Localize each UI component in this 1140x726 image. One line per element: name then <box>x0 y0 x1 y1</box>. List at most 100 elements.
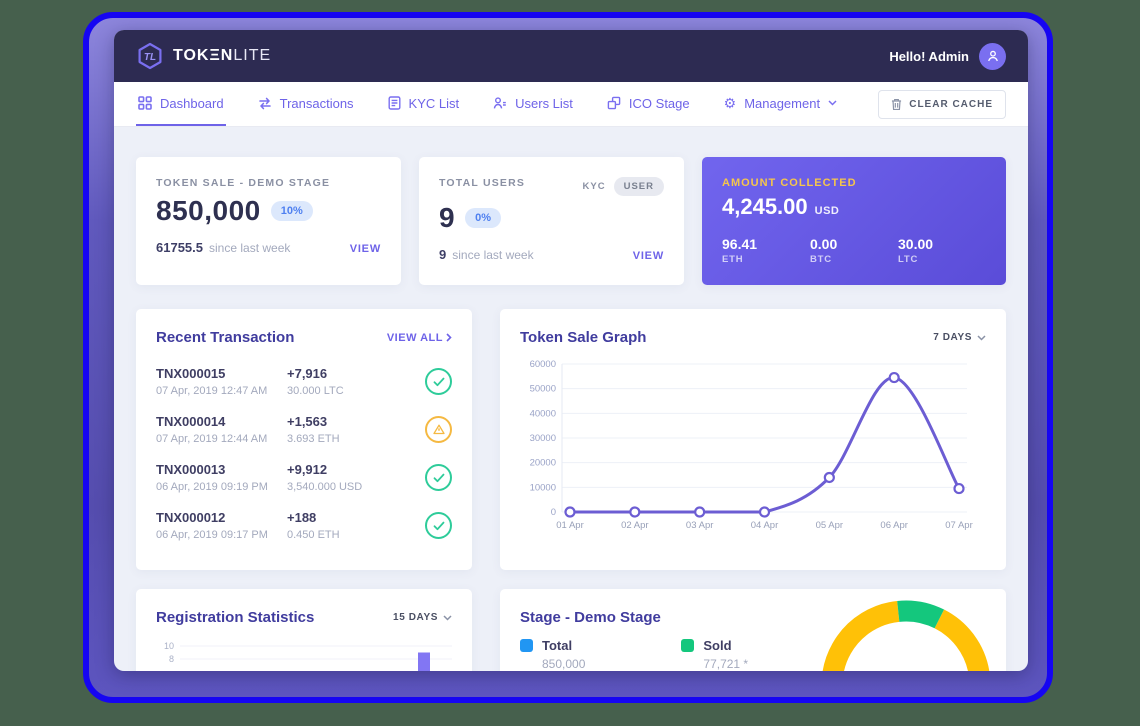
svg-text:03 Apr: 03 Apr <box>686 520 713 531</box>
nav-item-label: Management <box>744 95 821 111</box>
stage-card: Stage - Demo Stage Total 850,000 <box>500 589 1006 671</box>
nav-item-dashboard[interactable]: Dashboard <box>136 82 226 126</box>
grid-icon <box>138 96 152 110</box>
clear-cache-label: CLEAR CACHE <box>909 98 993 110</box>
transaction-date: 06 Apr, 2019 09:17 PM <box>156 529 268 541</box>
token-sale-delta-label: since last week <box>209 241 291 255</box>
svg-text:8: 8 <box>169 654 174 664</box>
registration-statistics-title: Registration Statistics <box>156 609 315 626</box>
collected-unit: BTC <box>810 254 832 265</box>
amount-collected-card: AMOUNT COLLECTED 4,245.00 USD 96.41 ETH 0.… <box>702 157 1006 285</box>
transaction-amount: +188 <box>287 510 317 525</box>
warning-icon <box>425 416 452 443</box>
svg-text:50000: 50000 <box>530 384 556 395</box>
transaction-id: TNX000012 <box>156 510 226 525</box>
collected-value: 96.41 <box>722 236 758 252</box>
device-frame: TL TOKΞNLITE Hello! Admin Dashboard Trans… <box>83 12 1053 703</box>
amount-collected-currency: USD <box>814 205 840 217</box>
svg-text:05 Apr: 05 Apr <box>816 520 843 531</box>
swap-icon <box>258 97 272 110</box>
svg-text:60000: 60000 <box>530 359 556 370</box>
token-sale-view-link[interactable]: VIEW <box>349 243 381 255</box>
amount-collected-value: 4,245.00 <box>722 194 808 219</box>
registration-bar-chart: 10 8 <box>156 638 452 671</box>
registration-statistics-card: Registration Statistics 15 DAYS 10 8 <box>136 589 472 671</box>
transaction-date: 07 Apr, 2019 12:44 AM <box>156 433 268 445</box>
kyc-user-toggle: KYC USER <box>583 177 664 196</box>
transaction-amount: +9,912 <box>287 462 328 477</box>
collected-ltc: 30.00 LTC <box>898 236 986 265</box>
total-users-card: TOTAL USERS KYC USER 9 0% 9 since last w… <box>419 157 684 285</box>
transaction-row[interactable]: TNX000014 07 Apr, 2019 12:44 AM +1,563 3.69… <box>156 406 452 454</box>
nav-item-users-list[interactable]: Users List <box>491 82 575 126</box>
token-sale-badge: 10% <box>270 201 313 221</box>
dashboard-page: TOKEN SALE - DEMO STAGE 850,000 10% 6175… <box>114 127 1028 671</box>
token-sale-graph-title: Token Sale Graph <box>520 329 647 346</box>
sale-graph-range-label: 7 DAYS <box>933 332 972 343</box>
recent-transactions-title: Recent Transaction <box>156 329 295 346</box>
legend-item-total: Total 850,000 <box>520 638 585 671</box>
success-check-icon <box>425 512 452 539</box>
user-avatar[interactable] <box>979 42 1006 70</box>
token-sale-label: TOKEN SALE - DEMO STAGE <box>156 177 331 189</box>
nav-item-label: Users List <box>515 95 573 111</box>
transaction-date: 07 Apr, 2019 12:47 AM <box>156 385 268 397</box>
total-label: Total <box>542 638 573 653</box>
registration-range-label: 15 DAYS <box>393 612 438 623</box>
transaction-row[interactable]: TNX000015 07 Apr, 2019 12:47 AM +7,916 30.0… <box>156 358 452 406</box>
clear-cache-button[interactable]: CLEAR CACHE <box>878 89 1006 119</box>
main-nav: Dashboard Transactions KYC List Users List I… <box>114 82 1028 127</box>
transaction-amount: +1,563 <box>287 414 328 429</box>
user-toggle[interactable]: USER <box>613 177 664 196</box>
svg-text:0: 0 <box>551 507 556 518</box>
chevron-down-icon <box>443 614 452 621</box>
registration-range-select[interactable]: 15 DAYS <box>393 612 452 623</box>
transaction-amount: +7,916 <box>287 366 328 381</box>
transaction-id: TNX000013 <box>156 462 226 477</box>
brand-logo[interactable]: TL TOKΞNLITE <box>136 42 271 70</box>
chevron-right-icon <box>446 333 452 342</box>
token-sale-line-chart: 60000 50000 40000 30000 20000 10000 0 01 Apr 02 … <box>520 358 986 541</box>
list-icon <box>388 96 401 110</box>
success-check-icon <box>425 368 452 395</box>
chevron-down-icon <box>828 100 837 106</box>
total-users-value: 9 <box>439 202 456 233</box>
nav-item-transactions[interactable]: Transactions <box>256 82 356 126</box>
kyc-toggle[interactable]: KYC <box>582 181 606 192</box>
gear-icon: ⚙ <box>723 95 737 111</box>
transaction-paid: 30.000 LTC <box>287 385 344 397</box>
collected-unit: ETH <box>722 254 744 265</box>
nav-item-label: Transactions <box>279 95 354 111</box>
sale-graph-range-select[interactable]: 7 DAYS <box>933 332 986 343</box>
view-all-link[interactable]: VIEW ALL <box>387 332 452 344</box>
svg-text:10000: 10000 <box>530 482 556 493</box>
collected-value: 30.00 <box>898 236 934 252</box>
token-sale-value: 850,000 <box>156 195 261 226</box>
transaction-paid: 3,540.000 USD <box>287 481 363 493</box>
nav-item-kyc-list[interactable]: KYC List <box>386 82 462 126</box>
nav-item-label: Dashboard <box>160 95 224 111</box>
chevron-down-icon <box>977 334 986 341</box>
total-value: 850,000 <box>542 657 586 671</box>
token-sale-delta: 61755.5 <box>156 240 203 255</box>
transaction-row[interactable]: TNX000012 06 Apr, 2019 09:17 PM +188 0.450 … <box>156 502 452 550</box>
stage-legend: Total 850,000 Sold 77,721 * <box>520 638 986 671</box>
sold-value: 77,721 * <box>703 657 749 671</box>
nav-item-management[interactable]: ⚙ Management <box>722 82 839 126</box>
svg-text:30000: 30000 <box>530 433 556 444</box>
svg-text:06 Apr: 06 Apr <box>880 520 907 531</box>
collected-unit: LTC <box>898 254 919 265</box>
token-sale-card: TOKEN SALE - DEMO STAGE 850,000 10% 6175… <box>136 157 401 285</box>
transaction-row[interactable]: TNX000013 06 Apr, 2019 09:19 PM +9,912 3,54… <box>156 454 452 502</box>
nav-item-ico-stage[interactable]: ICO Stage <box>605 82 692 126</box>
success-check-icon <box>425 464 452 491</box>
greeting-text: Hello! Admin <box>889 48 969 64</box>
cubes-icon <box>607 96 621 110</box>
legend-item-sold: Sold 77,721 * <box>681 638 748 671</box>
svg-text:10: 10 <box>164 641 174 651</box>
amount-collected-label: AMOUNT COLLECTED <box>722 177 857 189</box>
total-swatch <box>520 639 533 652</box>
total-users-view-link[interactable]: VIEW <box>632 250 664 262</box>
svg-text:TL: TL <box>144 52 156 63</box>
svg-text:02 Apr: 02 Apr <box>621 520 648 531</box>
